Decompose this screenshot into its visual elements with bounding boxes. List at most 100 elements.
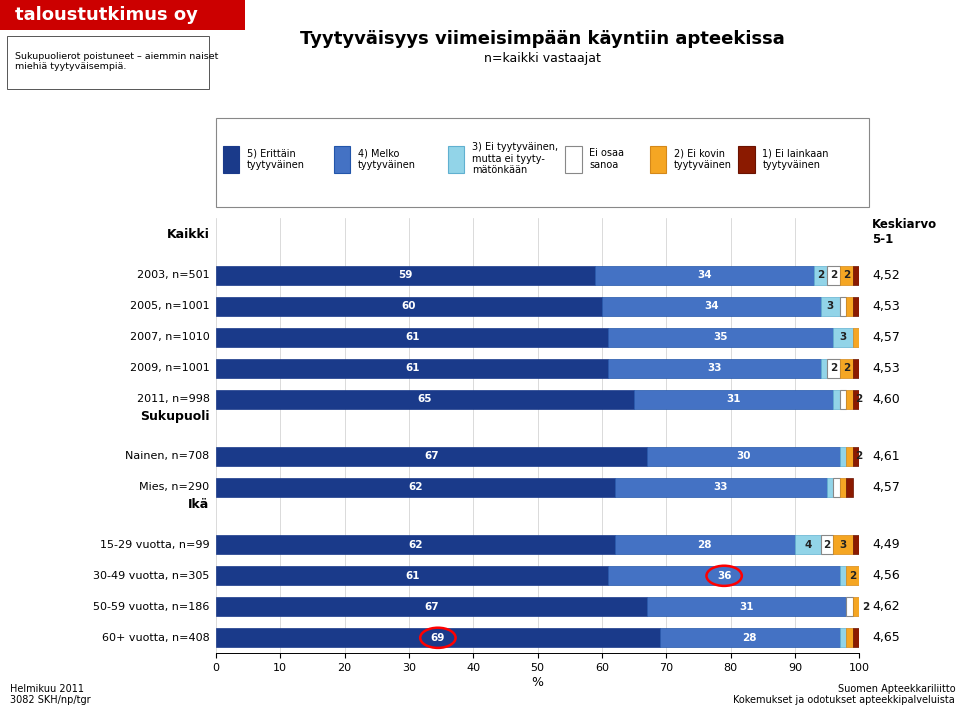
Text: taloustutkimus oy: taloustutkimus oy — [14, 6, 198, 24]
Bar — [840, 478, 847, 497]
Bar — [216, 597, 647, 616]
Text: 59: 59 — [398, 270, 413, 280]
Bar — [833, 478, 840, 497]
Text: 33: 33 — [713, 483, 729, 493]
Bar — [602, 296, 821, 316]
Bar — [821, 536, 833, 555]
Text: 60+ vuotta, n=408: 60+ vuotta, n=408 — [102, 633, 209, 643]
FancyBboxPatch shape — [565, 146, 582, 173]
Text: 30-49 vuotta, n=305: 30-49 vuotta, n=305 — [93, 570, 209, 580]
Text: 60: 60 — [401, 301, 417, 311]
Text: 4,53: 4,53 — [872, 361, 900, 375]
Bar — [828, 478, 833, 497]
Bar — [847, 597, 852, 616]
Bar — [833, 536, 852, 555]
Text: Sukupuolierot poistuneet – aiemmin naiset
miehiä tyytyväisempiä.: Sukupuolierot poistuneet – aiemmin naise… — [15, 51, 219, 71]
Bar — [614, 478, 828, 497]
Text: 4,62: 4,62 — [872, 600, 900, 613]
Text: 28: 28 — [698, 540, 712, 550]
Text: 67: 67 — [424, 451, 439, 461]
Bar — [614, 536, 795, 555]
Text: 30: 30 — [736, 451, 751, 461]
Text: 62: 62 — [408, 540, 422, 550]
Text: 67: 67 — [424, 602, 439, 612]
Bar — [852, 328, 859, 347]
Text: 2: 2 — [855, 394, 863, 404]
Text: 2: 2 — [824, 540, 830, 550]
Bar — [840, 566, 847, 585]
Bar — [852, 628, 859, 648]
Bar — [216, 266, 595, 285]
Text: 31: 31 — [727, 394, 741, 404]
Text: 4,60: 4,60 — [872, 393, 900, 406]
Text: 4,65: 4,65 — [872, 631, 900, 644]
Text: 61: 61 — [405, 363, 420, 373]
Text: 34: 34 — [704, 301, 719, 311]
Bar — [216, 390, 635, 408]
FancyBboxPatch shape — [447, 146, 464, 173]
Bar — [595, 266, 814, 285]
Text: 4,53: 4,53 — [872, 300, 900, 313]
Text: 4,52: 4,52 — [872, 268, 900, 281]
Text: 4,57: 4,57 — [872, 331, 900, 343]
Text: Ei osaa
sanoa: Ei osaa sanoa — [589, 148, 624, 170]
Text: 2005, n=1001: 2005, n=1001 — [130, 301, 209, 311]
Bar — [847, 296, 852, 316]
Bar — [609, 328, 833, 347]
FancyBboxPatch shape — [223, 146, 239, 173]
FancyBboxPatch shape — [7, 36, 209, 89]
FancyBboxPatch shape — [333, 146, 349, 173]
Text: 62: 62 — [408, 483, 422, 493]
Text: 2: 2 — [817, 270, 825, 280]
Bar — [840, 390, 847, 408]
Bar — [852, 597, 859, 616]
Bar — [821, 358, 828, 378]
Text: Nainen, n=708: Nainen, n=708 — [126, 451, 209, 461]
Bar — [216, 296, 602, 316]
Text: 2: 2 — [843, 363, 850, 373]
Bar — [635, 390, 833, 408]
Text: Keskiarvo
5-1: Keskiarvo 5-1 — [872, 218, 937, 246]
Text: 28: 28 — [743, 633, 757, 643]
Bar — [821, 296, 840, 316]
Bar — [840, 358, 852, 378]
Bar — [609, 566, 840, 585]
Bar — [852, 390, 866, 408]
Text: 1) Ei lainkaan
tyytyväinen: 1) Ei lainkaan tyytyväinen — [762, 148, 828, 170]
Bar — [840, 628, 847, 648]
Text: 4: 4 — [804, 540, 811, 550]
Text: 4,49: 4,49 — [872, 538, 900, 551]
Bar — [814, 266, 828, 285]
Text: 3: 3 — [827, 301, 834, 311]
Bar — [647, 447, 840, 466]
Text: 2: 2 — [829, 363, 837, 373]
Bar — [647, 597, 847, 616]
Bar — [852, 447, 866, 466]
Bar — [859, 566, 866, 585]
Text: Tyytyväisyys viimeisimpään käyntiin apteekissa: Tyytyväisyys viimeisimpään käyntiin apte… — [300, 30, 784, 49]
Bar — [216, 328, 609, 347]
Bar — [828, 266, 840, 285]
Text: 2003, n=501: 2003, n=501 — [137, 270, 209, 280]
Bar — [216, 358, 609, 378]
Text: 2) Ei kovin
tyytyväinen: 2) Ei kovin tyytyväinen — [674, 148, 732, 170]
Text: 65: 65 — [418, 394, 432, 404]
Text: Sukupuoli: Sukupuoli — [140, 410, 209, 423]
Text: n=kaikki vastaajat: n=kaikki vastaajat — [484, 52, 601, 65]
Text: 2: 2 — [829, 270, 837, 280]
Bar — [840, 266, 852, 285]
Text: 36: 36 — [717, 570, 732, 580]
Text: 2: 2 — [855, 451, 863, 461]
Text: 33: 33 — [708, 363, 722, 373]
X-axis label: %: % — [532, 676, 543, 689]
Text: 35: 35 — [713, 332, 729, 342]
Bar — [840, 447, 847, 466]
Text: 2011, n=998: 2011, n=998 — [136, 394, 209, 404]
Text: 61: 61 — [405, 332, 420, 342]
Text: 4,56: 4,56 — [872, 569, 900, 583]
Bar — [216, 566, 609, 585]
Text: 2: 2 — [850, 570, 856, 580]
Text: 3) Ei tyytyväinen,
mutta ei tyyty-
mätönkään: 3) Ei tyytyväinen, mutta ei tyyty- mätön… — [472, 142, 558, 176]
Text: 4) Melko
tyytyväinen: 4) Melko tyytyväinen — [358, 148, 416, 170]
Bar — [795, 536, 821, 555]
